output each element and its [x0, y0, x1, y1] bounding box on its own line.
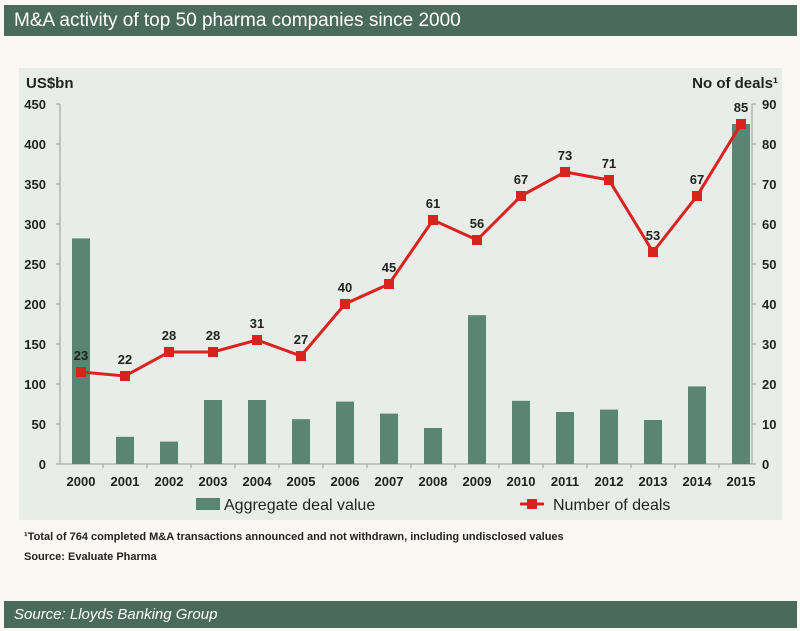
- footnote: ¹Total of 764 completed M&A transactions…: [24, 531, 564, 543]
- legend-label-line: Number of deals: [553, 497, 670, 514]
- bar-2002: [160, 441, 178, 464]
- y-left-tick-label: 450: [24, 97, 46, 112]
- data-source: Source: Evaluate Pharma: [24, 551, 157, 563]
- x-tick-label: 2008: [419, 474, 448, 489]
- deals-data-label: 45: [382, 260, 396, 275]
- x-tick-label: 2010: [507, 474, 536, 489]
- x-tick-label: 2004: [243, 474, 273, 489]
- y-left-tick-label: 50: [32, 417, 46, 432]
- y-left-tick-label: 200: [24, 297, 46, 312]
- legend-swatch-marker: [527, 499, 537, 509]
- deals-marker-2004: [252, 335, 262, 345]
- deals-marker-2002: [164, 347, 174, 357]
- chart-title: M&A activity of top 50 pharma companies …: [4, 5, 797, 36]
- bar-2010: [512, 400, 530, 464]
- y-left-tick-label: 350: [24, 177, 46, 192]
- x-tick-label: 2009: [463, 474, 492, 489]
- deals-data-label: 28: [162, 328, 176, 343]
- y-left-tick-label: 250: [24, 257, 46, 272]
- bar-2011: [556, 412, 574, 464]
- deals-data-label: 28: [206, 328, 220, 343]
- deals-data-label: 31: [250, 316, 264, 331]
- y-right-label: No of deals¹: [692, 75, 778, 92]
- deals-data-label: 73: [558, 148, 572, 163]
- deals-data-label: 71: [602, 156, 616, 171]
- y-left-tick-label: 150: [24, 337, 46, 352]
- deals-marker-2003: [208, 347, 218, 357]
- deals-marker-2009: [472, 235, 482, 245]
- deals-data-label: 67: [690, 172, 704, 187]
- y-left-tick-label: 300: [24, 217, 46, 232]
- deals-marker-2014: [692, 191, 702, 201]
- deals-marker-2015: [736, 119, 746, 129]
- x-tick-label: 2015: [727, 474, 756, 489]
- y-right-tick-label: 10: [762, 417, 776, 432]
- deals-data-label: 23: [74, 348, 88, 363]
- y-right-tick-label: 20: [762, 377, 776, 392]
- deals-data-label: 56: [470, 216, 484, 231]
- x-tick-label: 2012: [595, 474, 624, 489]
- deals-line: [80, 123, 743, 378]
- y-right-tick-label: 50: [762, 257, 776, 272]
- x-tick-label: 2013: [639, 474, 668, 489]
- x-tick-label: 2005: [287, 474, 316, 489]
- x-tick-label: 2011: [551, 474, 579, 489]
- bar-2013: [644, 420, 662, 464]
- y-left-label: US$bn: [26, 75, 74, 92]
- deals-marker-2006: [340, 299, 350, 309]
- footer-source: Source: Lloyds Banking Group: [4, 601, 797, 628]
- legend-swatch-bar: [196, 498, 220, 510]
- deals-data-label: 22: [118, 352, 132, 367]
- deals-marker-2011: [560, 167, 570, 177]
- deals-data-label: 67: [514, 172, 528, 187]
- legend: Aggregate deal value Number of deals: [196, 497, 670, 514]
- bar-2015: [732, 124, 750, 464]
- y-right-tick-label: 70: [762, 177, 776, 192]
- x-tick-label: 2014: [683, 474, 713, 489]
- y-right-tick-label: 0: [762, 457, 769, 472]
- deals-data-label: 40: [338, 280, 352, 295]
- bar-2009: [468, 315, 486, 464]
- deals-data-label: 53: [646, 228, 660, 243]
- legend-label-bar: Aggregate deal value: [224, 497, 375, 514]
- y-left-tick-label: 100: [24, 377, 46, 392]
- x-tick-label: 2003: [199, 474, 228, 489]
- deals-marker-2007: [384, 279, 394, 289]
- bar-2012: [600, 409, 618, 464]
- deals-data-label: 27: [294, 332, 308, 347]
- deals-marker-2005: [296, 351, 306, 361]
- bar-2008: [424, 428, 442, 464]
- deals-marker-2013: [648, 247, 658, 257]
- bar-2001: [116, 436, 134, 464]
- y-left-tick-label: 400: [24, 137, 46, 152]
- y-right-tick-label: 40: [762, 297, 776, 312]
- y-right-tick-label: 90: [762, 97, 776, 112]
- x-tick-label: 2007: [375, 474, 404, 489]
- deals-marker-2000: [76, 367, 86, 377]
- bar-2006: [336, 401, 354, 464]
- deals-marker-2010: [516, 191, 526, 201]
- bar-2005: [292, 419, 310, 464]
- x-tick-label: 2000: [67, 474, 96, 489]
- bar-2014: [688, 386, 706, 464]
- x-tick-label: 2001: [111, 474, 140, 489]
- deals-marker-2001: [120, 371, 130, 381]
- deals-marker-2012: [604, 175, 614, 185]
- bar-2003: [204, 400, 222, 464]
- deals-data-label: 85: [734, 100, 748, 115]
- y-right-tick-label: 80: [762, 137, 776, 152]
- y-right-tick-label: 30: [762, 337, 776, 352]
- deals-marker-2008: [428, 215, 438, 225]
- bar-2007: [380, 413, 398, 464]
- y-right-tick-label: 60: [762, 217, 776, 232]
- y-left-tick-label: 0: [39, 457, 46, 472]
- bar-2000: [72, 238, 90, 464]
- x-tick-label: 2006: [331, 474, 360, 489]
- bar-2004: [248, 400, 266, 464]
- deals-data-label: 61: [426, 196, 440, 211]
- x-tick-label: 2002: [155, 474, 184, 489]
